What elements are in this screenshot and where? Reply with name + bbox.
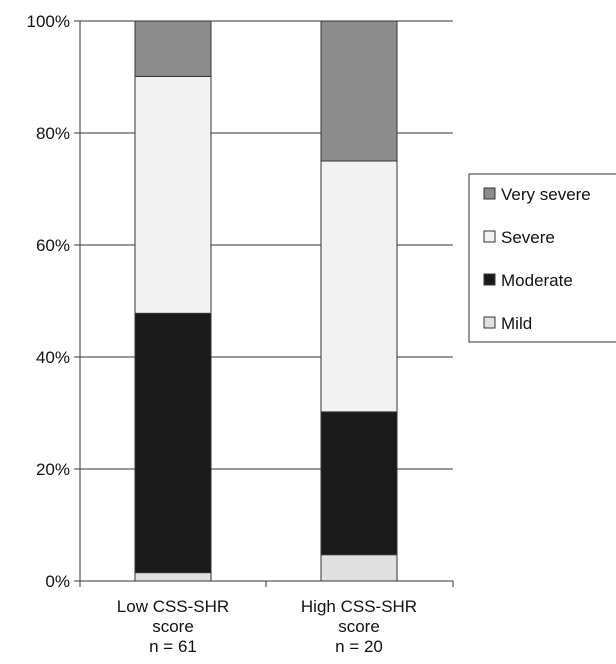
y-tick-label: 40%	[36, 348, 70, 367]
legend-label: Mild	[501, 314, 532, 333]
bar-segment-severe	[134, 75, 212, 314]
bar-segment-very-severe	[320, 20, 398, 162]
bar-segment-severe	[320, 160, 398, 413]
bar-segment-moderate	[320, 411, 398, 556]
y-tick-label: 60%	[36, 236, 70, 255]
legend-label: Moderate	[501, 271, 573, 290]
x-tick-label: score	[338, 617, 380, 636]
y-tick-label: 100%	[27, 12, 70, 31]
x-tick-label: score	[152, 617, 194, 636]
x-tick-label: n = 61	[149, 637, 197, 656]
x-tick-label: n = 20	[335, 637, 383, 656]
bar-segment-very-severe	[134, 20, 212, 77]
y-tick-label: 80%	[36, 124, 70, 143]
y-tick-label: 20%	[36, 460, 70, 479]
legend-swatch	[483, 230, 496, 243]
legend: Very severe Severe Moderate Mild	[468, 173, 616, 343]
legend-label: Severe	[501, 228, 555, 247]
bar-segment-moderate	[134, 312, 212, 574]
y-tick-label: 0%	[45, 572, 70, 591]
legend-label: Very severe	[501, 185, 591, 204]
x-tick-label: High CSS-SHR	[301, 597, 417, 616]
legend-swatch	[483, 316, 496, 329]
bars	[134, 20, 398, 582]
legend-swatch	[483, 187, 496, 200]
x-tick-label: Low CSS-SHR	[117, 597, 229, 616]
bar-segment-mild	[320, 554, 398, 582]
bar-segment-mild	[134, 572, 212, 582]
y-tick-labels: 0% 20% 40% 60% 80% 100%	[27, 12, 70, 591]
legend-swatch	[483, 273, 496, 286]
legend-box	[468, 173, 616, 343]
